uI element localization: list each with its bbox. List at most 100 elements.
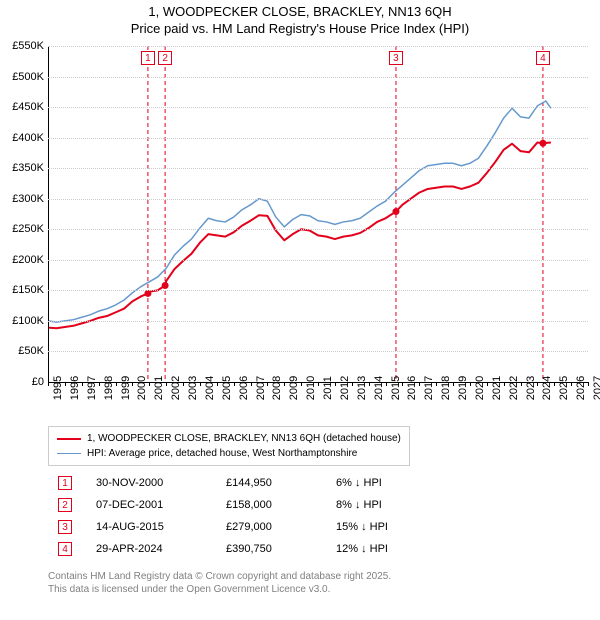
x-tick-label: 2015	[390, 376, 402, 400]
legend-text: HPI: Average price, detached house, West…	[87, 446, 357, 461]
gridline	[48, 168, 588, 169]
series-line-hpi	[48, 101, 551, 322]
y-tick-label: £50K	[0, 345, 44, 357]
y-axis-line	[48, 46, 49, 382]
x-tick-label: 2014	[373, 376, 385, 400]
title-line-1: 1, WOODPECKER CLOSE, BRACKLEY, NN13 6QH	[0, 4, 600, 21]
x-tick	[166, 382, 167, 386]
sales-row: 4 29-APR-2024£390,75012% ↓ HPI	[58, 538, 416, 560]
legend-text: 1, WOODPECKER CLOSE, BRACKLEY, NN13 6QH …	[87, 431, 401, 446]
x-tick	[251, 382, 252, 386]
x-tick	[571, 382, 572, 386]
y-tick-label: £400K	[0, 132, 44, 144]
legend: 1, WOODPECKER CLOSE, BRACKLEY, NN13 6QH …	[48, 426, 410, 466]
sales-row-price: £144,950	[226, 477, 336, 489]
x-tick-label: 2010	[305, 376, 317, 400]
sales-row: 314-AUG-2015£279,00015% ↓ HPI	[58, 516, 416, 538]
sales-row-price: £390,750	[226, 543, 336, 555]
sales-row-pct: 8% ↓ HPI	[336, 499, 416, 511]
x-tick-label: 2023	[525, 376, 537, 400]
y-tick-label: £0	[0, 376, 44, 388]
gridline	[48, 107, 588, 108]
legend-swatch	[57, 453, 81, 454]
x-tick	[183, 382, 184, 386]
sales-table: 130-NOV-2000£144,9506% ↓ HPI207-DEC-2001…	[58, 472, 416, 560]
x-tick-label: 2004	[204, 376, 216, 400]
legend-item: HPI: Average price, detached house, West…	[57, 446, 401, 461]
sales-row-pct: 12% ↓ HPI	[336, 543, 416, 555]
x-tick	[369, 382, 370, 386]
x-tick	[65, 382, 66, 386]
x-tick	[537, 382, 538, 386]
sale-marker-dot	[162, 282, 169, 289]
x-tick-label: 2007	[255, 376, 267, 400]
sales-row-marker: 2	[58, 498, 72, 512]
x-tick-label: 2027	[592, 376, 600, 400]
x-tick-label: 2012	[339, 376, 351, 400]
sale-marker-label: 4	[536, 51, 550, 65]
x-tick-label: 2021	[491, 376, 503, 400]
gridline	[48, 260, 588, 261]
x-tick-label: 2022	[508, 376, 520, 400]
title-line-2: Price paid vs. HM Land Registry's House …	[0, 21, 600, 38]
x-tick	[402, 382, 403, 386]
sales-row-marker: 4	[58, 542, 72, 556]
x-tick	[149, 382, 150, 386]
series-svg	[48, 46, 588, 382]
gridline	[48, 290, 588, 291]
x-tick	[504, 382, 505, 386]
sales-row-date: 29-APR-2024	[96, 543, 226, 555]
sales-row-pct: 15% ↓ HPI	[336, 521, 416, 533]
x-tick	[318, 382, 319, 386]
x-tick	[301, 382, 302, 386]
gridline	[48, 351, 588, 352]
x-tick-label: 2025	[558, 376, 570, 400]
sales-row-price: £279,000	[226, 521, 336, 533]
x-tick	[82, 382, 83, 386]
x-tick	[419, 382, 420, 386]
footer-line-1: Contains HM Land Registry data © Crown c…	[48, 570, 391, 583]
chart-container: 1, WOODPECKER CLOSE, BRACKLEY, NN13 6QH …	[0, 0, 600, 620]
sale-marker-dot	[392, 208, 399, 215]
gridline	[48, 138, 588, 139]
x-tick-label: 1995	[52, 376, 64, 400]
x-tick	[436, 382, 437, 386]
x-tick	[234, 382, 235, 386]
sales-row-date: 30-NOV-2000	[96, 477, 226, 489]
y-tick-label: £550K	[0, 40, 44, 52]
gridline	[48, 321, 588, 322]
x-tick	[200, 382, 201, 386]
sales-row-pct: 6% ↓ HPI	[336, 477, 416, 489]
x-tick-label: 2003	[187, 376, 199, 400]
x-tick	[588, 382, 589, 386]
sale-marker-dot	[539, 140, 546, 147]
legend-item: 1, WOODPECKER CLOSE, BRACKLEY, NN13 6QH …	[57, 431, 401, 446]
y-tick-label: £450K	[0, 101, 44, 113]
x-tick	[487, 382, 488, 386]
x-tick-label: 2013	[356, 376, 368, 400]
x-tick	[554, 382, 555, 386]
x-tick-label: 2005	[221, 376, 233, 400]
y-tick-label: £150K	[0, 284, 44, 296]
sales-row-marker: 1	[58, 476, 72, 490]
x-tick-label: 2011	[322, 376, 334, 400]
x-tick-label: 2017	[423, 376, 435, 400]
chart-title: 1, WOODPECKER CLOSE, BRACKLEY, NN13 6QH …	[0, 0, 600, 38]
x-tick-label: 2000	[136, 376, 148, 400]
x-tick	[284, 382, 285, 386]
x-tick-label: 2019	[457, 376, 469, 400]
footer-line-2: This data is licensed under the Open Gov…	[48, 583, 391, 596]
y-tick-label: £250K	[0, 223, 44, 235]
y-tick-label: £200K	[0, 254, 44, 266]
x-tick	[217, 382, 218, 386]
x-tick-label: 2002	[170, 376, 182, 400]
x-tick	[521, 382, 522, 386]
x-tick-label: 2016	[406, 376, 418, 400]
x-tick-label: 1997	[86, 376, 98, 400]
x-tick-label: 2009	[288, 376, 300, 400]
x-tick	[335, 382, 336, 386]
gridline	[48, 199, 588, 200]
x-tick	[116, 382, 117, 386]
sales-row-price: £158,000	[226, 499, 336, 511]
footer-note: Contains HM Land Registry data © Crown c…	[48, 570, 391, 596]
